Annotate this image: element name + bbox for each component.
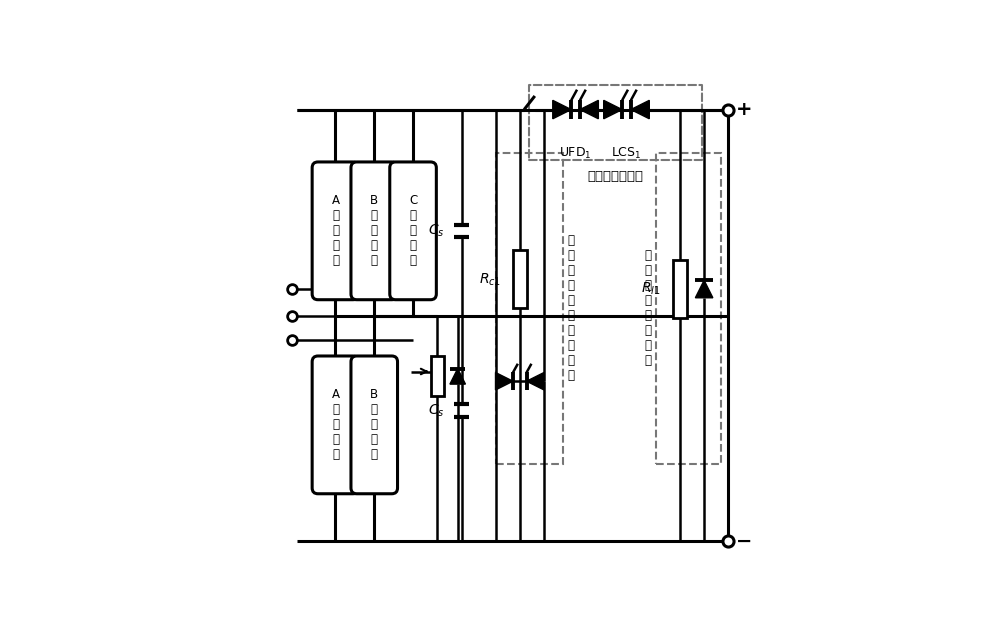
- Text: A
相
上
桥
臂: A 相 上 桥 臂: [331, 194, 339, 267]
- Bar: [513, 250, 527, 309]
- Text: 线
路
能
量
吸
收
支
路: 线 路 能 量 吸 收 支 路: [645, 249, 652, 367]
- Bar: [673, 260, 687, 318]
- Text: C
相
上
桥
臂: C 相 上 桥 臂: [409, 194, 417, 267]
- Text: 换
流
器
侧
能
量
吸
收
支
路: 换 流 器 侧 能 量 吸 收 支 路: [567, 234, 574, 382]
- Text: LCS$_1$: LCS$_1$: [611, 146, 642, 161]
- Polygon shape: [604, 100, 622, 119]
- Bar: [496, 153, 563, 464]
- FancyBboxPatch shape: [312, 162, 359, 300]
- Text: $C_s$: $C_s$: [428, 402, 445, 418]
- Bar: [529, 85, 702, 161]
- Text: 通态低损耗支路: 通态低损耗支路: [588, 170, 644, 183]
- Text: $R_{c1}$: $R_{c1}$: [479, 271, 501, 287]
- Polygon shape: [496, 372, 513, 390]
- Text: $R_{l1}$: $R_{l1}$: [641, 281, 660, 297]
- Text: B
相
上
桥
臂: B 相 上 桥 臂: [370, 194, 378, 267]
- Polygon shape: [450, 369, 465, 384]
- Polygon shape: [695, 280, 713, 298]
- FancyBboxPatch shape: [351, 162, 398, 300]
- Text: −: −: [736, 532, 752, 551]
- Polygon shape: [527, 372, 544, 390]
- Text: B
相
下
桥
臂: B 相 下 桥 臂: [370, 388, 378, 461]
- Text: $C_s$: $C_s$: [428, 222, 445, 239]
- Polygon shape: [580, 100, 598, 119]
- Text: A
相
下
桥
臂: A 相 下 桥 臂: [331, 388, 339, 461]
- FancyBboxPatch shape: [351, 356, 398, 494]
- FancyBboxPatch shape: [312, 356, 359, 494]
- FancyBboxPatch shape: [390, 162, 436, 300]
- Bar: [656, 153, 721, 464]
- Bar: [431, 357, 444, 396]
- Text: +: +: [736, 100, 752, 119]
- Polygon shape: [553, 100, 571, 119]
- Text: UFD$_1$: UFD$_1$: [559, 146, 592, 161]
- Polygon shape: [631, 100, 649, 119]
